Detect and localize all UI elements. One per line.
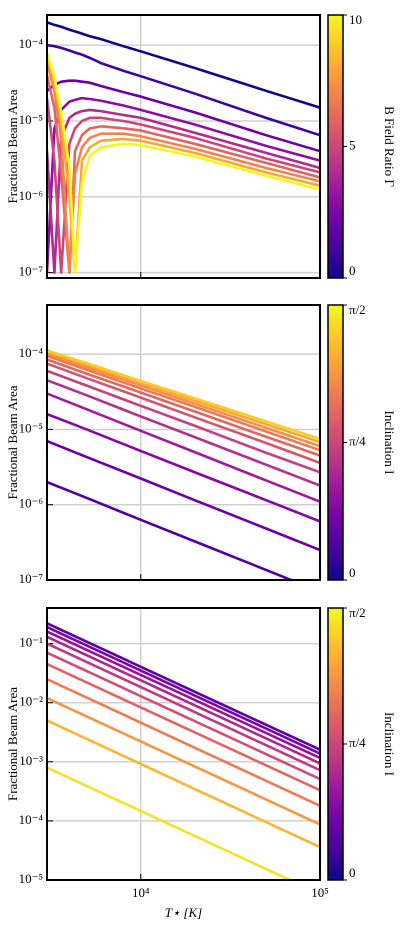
plot-frame bbox=[46, 304, 321, 581]
y-tick-label: 10⁻⁵ bbox=[19, 112, 43, 127]
line bbox=[47, 98, 320, 274]
y-tick-label: 10⁻² bbox=[19, 694, 43, 709]
line bbox=[47, 354, 320, 452]
colorbar-tick-label: 0 bbox=[349, 565, 356, 580]
colorbar-tick-label: π/4 bbox=[349, 433, 366, 448]
line bbox=[47, 21, 320, 109]
line bbox=[47, 662, 320, 792]
line bbox=[47, 635, 320, 765]
y-axis-label: Fractional Beam Area bbox=[5, 687, 20, 801]
plot-lines bbox=[47, 21, 320, 274]
colorbar-tick-label: π/4 bbox=[349, 735, 366, 750]
line bbox=[47, 766, 293, 880]
line bbox=[47, 696, 320, 826]
line bbox=[47, 677, 320, 807]
line bbox=[47, 622, 320, 751]
line bbox=[47, 350, 320, 444]
colorbar bbox=[327, 304, 344, 581]
line bbox=[47, 719, 320, 849]
plot-lines bbox=[47, 622, 320, 880]
line bbox=[47, 52, 320, 274]
colorbar-tick-label: 0 bbox=[349, 263, 356, 278]
line bbox=[47, 630, 320, 760]
colorbar-tick-label: 10 bbox=[349, 12, 362, 27]
line bbox=[47, 352, 320, 448]
y-tick-label: 10⁻⁴ bbox=[19, 812, 44, 827]
colorbar-tick-label: π/2 bbox=[349, 302, 366, 317]
y-tick-label: 10⁻⁶ bbox=[19, 496, 43, 511]
colorbar-label: B Field Ratio Γ bbox=[382, 106, 397, 187]
y-tick-label: 10⁻⁷ bbox=[19, 571, 43, 586]
line bbox=[47, 651, 320, 781]
colorbar-tick-label: 0 bbox=[349, 865, 356, 880]
line bbox=[47, 625, 320, 755]
y-tick-label: 10⁻⁵ bbox=[19, 420, 43, 435]
line bbox=[47, 96, 320, 273]
line bbox=[47, 369, 320, 474]
y-tick-label: 10⁻⁴ bbox=[19, 345, 44, 360]
line bbox=[47, 358, 320, 457]
plot-lines bbox=[47, 349, 320, 580]
y-tick-label: 10⁻³ bbox=[19, 753, 43, 768]
y-axis-label: Fractional Beam Area bbox=[5, 89, 20, 203]
y-tick-label: 10⁻⁵ bbox=[19, 871, 43, 886]
y-axis-label: Fractional Beam Area bbox=[5, 385, 20, 499]
x-tick-label: 10⁴ bbox=[132, 885, 150, 900]
x-axis-label: T⋆ [K] bbox=[165, 905, 202, 920]
line bbox=[47, 439, 320, 552]
line bbox=[47, 349, 320, 441]
line bbox=[47, 412, 320, 523]
colorbar-label: Inclination I bbox=[382, 411, 397, 475]
line bbox=[47, 43, 320, 137]
y-tick-label: 10⁻⁶ bbox=[19, 188, 43, 203]
y-tick-label: 10⁻⁷ bbox=[19, 264, 43, 279]
colorbar bbox=[327, 14, 344, 279]
line bbox=[47, 61, 320, 274]
line bbox=[47, 75, 320, 274]
line bbox=[47, 392, 320, 503]
line bbox=[47, 379, 320, 487]
colorbar-tick-label: π/2 bbox=[349, 605, 366, 620]
line bbox=[47, 642, 320, 772]
line bbox=[47, 79, 320, 153]
colorbar-label: Inclination I bbox=[382, 712, 397, 776]
line bbox=[47, 480, 295, 580]
y-tick-label: 10⁻⁴ bbox=[19, 36, 44, 51]
plot-frame bbox=[46, 607, 321, 881]
y-tick-label: 10⁻¹ bbox=[19, 635, 43, 650]
x-tick-label: 10⁵ bbox=[311, 885, 329, 900]
colorbar bbox=[327, 607, 344, 881]
line bbox=[47, 362, 320, 465]
colorbar-tick-label: 5 bbox=[349, 137, 356, 152]
plot-frame bbox=[46, 14, 321, 279]
